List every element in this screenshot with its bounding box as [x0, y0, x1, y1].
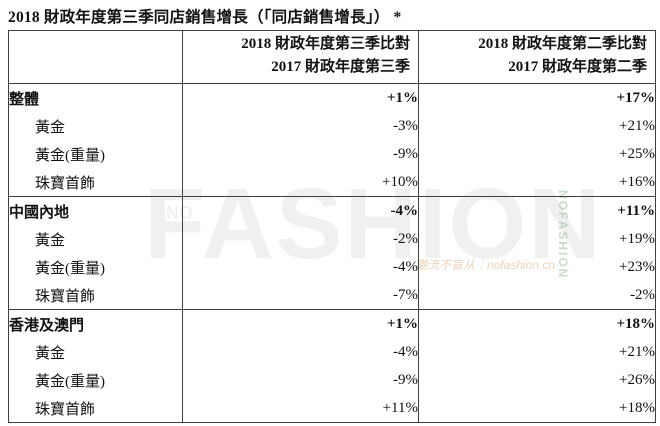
table-row: 黃金 -3% +21% — [8, 112, 656, 140]
q2-value: +21% — [418, 112, 656, 140]
table-row-overall: 整體 +1% +17% — [8, 83, 656, 112]
row-label: 黃金 — [8, 112, 183, 140]
q2-value: +18% — [418, 309, 656, 338]
page-title: 2018 財政年度第三季同店銷售增長（「同店銷售增長」） * — [8, 9, 402, 26]
header-q3-line1: 2018 財政年度第三季比對 — [241, 36, 410, 52]
row-label: 珠寶首飾 — [8, 168, 183, 197]
header-q2-comparison: 2018 財政年度第二季比對 2017 財政年度第二季 — [418, 30, 656, 84]
table-row-hk-macau: 香港及澳門 +1% +18% — [8, 309, 656, 338]
row-label: 黃金(重量) — [8, 366, 183, 394]
q2-value: +16% — [418, 168, 656, 197]
header-q3-comparison: 2018 財政年度第三季比對 2017 財政年度第三季 — [182, 30, 419, 84]
q3-value: +1% — [182, 83, 419, 112]
q3-value: -3% — [182, 112, 419, 140]
header-q3-line2: 2017 財政年度第三季 — [271, 59, 410, 75]
row-label: 珠寶首飾 — [8, 394, 183, 423]
header-q2-line1: 2018 財政年度第二季比對 — [478, 36, 647, 52]
table-row-mainland-china: 中國內地 -4% +11% — [8, 196, 656, 225]
table-row: 黃金 -4% +21% — [8, 338, 656, 366]
same-store-sales-table: 2018 財政年度第三季比對 2017 財政年度第三季 2018 財政年度第二季… — [8, 30, 656, 423]
q3-value: -9% — [182, 366, 419, 394]
q2-value: -2% — [418, 281, 656, 310]
row-label: 整體 — [8, 83, 183, 112]
q2-value: +25% — [418, 140, 656, 168]
header-empty-cell — [8, 30, 183, 84]
table-row: 珠寶首飾 +10% +16% — [8, 168, 656, 197]
header-q2-line2: 2017 財政年度第二季 — [508, 59, 647, 75]
row-label: 珠寶首飾 — [8, 281, 183, 310]
row-label: 黃金 — [8, 225, 183, 253]
table-row: 珠寶首飾 +11% +18% — [8, 394, 656, 423]
row-label: 黃金(重量) — [8, 253, 183, 281]
q2-value: +18% — [418, 394, 656, 423]
table-row: 黃金(重量) -9% +26% — [8, 366, 656, 394]
q3-value: -4% — [182, 253, 419, 281]
row-label: 黃金(重量) — [8, 140, 183, 168]
header-row: 2018 財政年度第三季比對 2017 財政年度第三季 2018 財政年度第二季… — [8, 30, 656, 84]
q2-value: +26% — [418, 366, 656, 394]
q2-value: +17% — [418, 83, 656, 112]
table-row: 黃金 -2% +19% — [8, 225, 656, 253]
row-label: 香港及澳門 — [8, 309, 183, 338]
q2-value: +21% — [418, 338, 656, 366]
q3-value: +11% — [182, 394, 419, 423]
q3-value: -9% — [182, 140, 419, 168]
q3-value: +10% — [182, 168, 419, 197]
row-label: 黃金 — [8, 338, 183, 366]
q3-value: -7% — [182, 281, 419, 310]
q3-value: -4% — [182, 196, 419, 225]
table-row: 珠寶首飾 -7% -2% — [8, 281, 656, 310]
table-row: 黃金(重量) -4% +23% — [8, 253, 656, 281]
q2-value: +11% — [418, 196, 656, 225]
q3-value: -4% — [182, 338, 419, 366]
table-row: 黃金(重量) -9% +25% — [8, 140, 656, 168]
q2-value: +19% — [418, 225, 656, 253]
q2-value: +23% — [418, 253, 656, 281]
row-label: 中國內地 — [8, 196, 183, 225]
q3-value: +1% — [182, 309, 419, 338]
q3-value: -2% — [182, 225, 419, 253]
